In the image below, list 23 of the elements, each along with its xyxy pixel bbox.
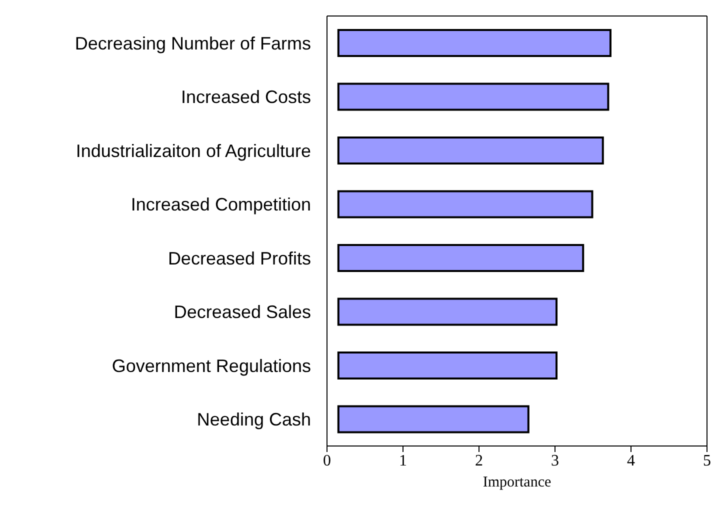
x-tick-label: 1 <box>399 452 407 470</box>
bar <box>337 244 584 272</box>
y-tick-label: Government Regulations <box>112 356 311 376</box>
y-tick-label: Industrializaiton of Agriculture <box>76 140 311 161</box>
bar <box>337 352 558 380</box>
x-tick-label: 5 <box>703 452 711 470</box>
y-tick-label: Decreasing Number of Farms <box>74 33 311 54</box>
x-tick-label: 2 <box>475 452 483 470</box>
bar <box>337 298 558 326</box>
y-tick-label: Increased Costs <box>180 87 311 108</box>
bar <box>337 190 594 218</box>
x-tick-label: 0 <box>323 452 331 470</box>
bar <box>337 405 530 434</box>
y-tick-label: Increased Competition <box>130 194 311 215</box>
y-tick-label: Needing Cash <box>196 410 311 430</box>
x-axis-title: Importance <box>482 474 552 491</box>
bar <box>337 82 610 111</box>
y-tick-label: Decreased Profits <box>168 248 311 268</box>
bar <box>337 29 612 57</box>
x-tick-label: 3 <box>551 452 559 470</box>
bar <box>337 136 604 164</box>
x-tick-label: 4 <box>627 452 635 470</box>
y-tick-label: Decreased Sales <box>174 302 311 322</box>
